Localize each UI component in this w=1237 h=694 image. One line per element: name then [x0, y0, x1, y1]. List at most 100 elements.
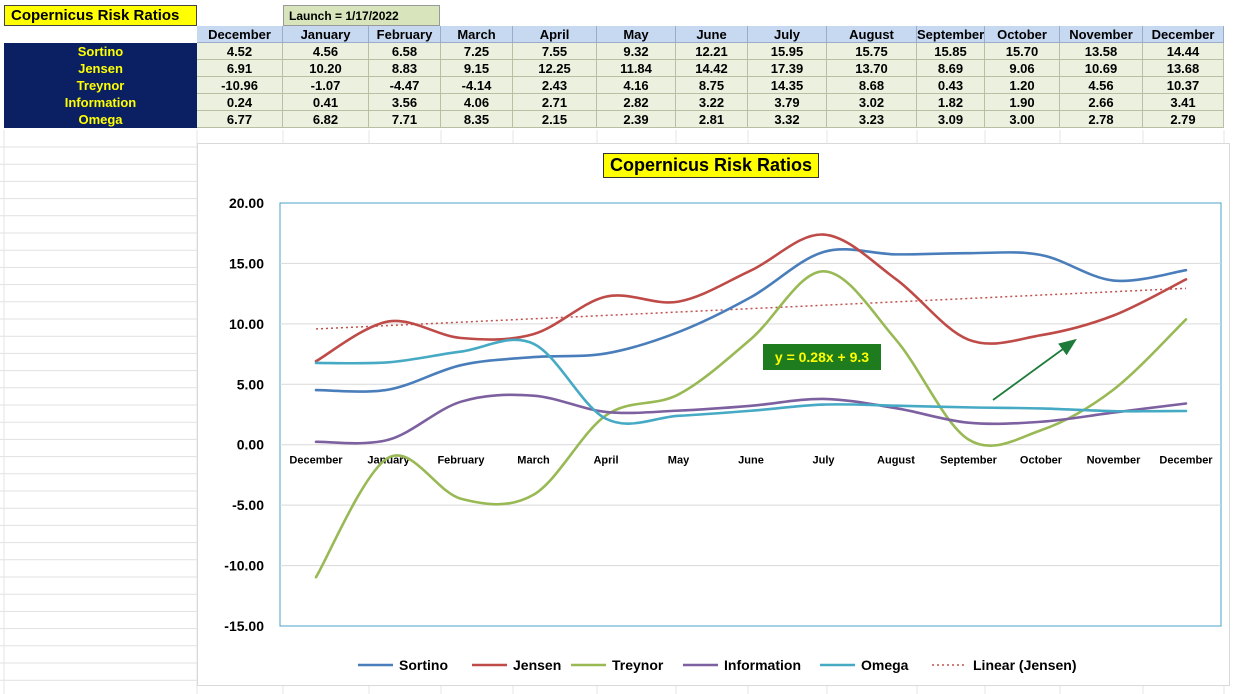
x-tick-label: August — [877, 455, 915, 467]
table-cell[interactable]: 12.25 — [513, 60, 597, 77]
table-cell[interactable]: 9.32 — [597, 43, 676, 60]
launch-date[interactable]: Launch = 1/17/2022 — [283, 5, 440, 26]
table-cell[interactable]: 0.43 — [917, 77, 985, 94]
table-cell[interactable]: 3.79 — [748, 94, 827, 111]
table-cell[interactable]: 15.75 — [827, 43, 917, 60]
table-cell[interactable]: -1.07 — [283, 77, 369, 94]
chart-panel[interactable]: 20.00 15.00 10.00 5.00 0.00 -5.00 -10.00 -15.00… — [197, 143, 1230, 686]
table-cell[interactable]: 10.69 — [1060, 60, 1143, 77]
table-cell[interactable]: 2.79 — [1143, 111, 1224, 128]
table-cell[interactable]: 10.20 — [283, 60, 369, 77]
table-cell[interactable]: 1.90 — [985, 94, 1060, 111]
table-cell[interactable]: 2.43 — [513, 77, 597, 94]
table-cell[interactable]: 15.85 — [917, 43, 985, 60]
table-cell[interactable]: 3.02 — [827, 94, 917, 111]
table-cell[interactable]: 9.06 — [985, 60, 1060, 77]
column-header-month[interactable]: December — [1143, 26, 1224, 43]
sheet-title[interactable]: Copernicus Risk Ratios — [4, 5, 197, 26]
table-cell[interactable]: 14.35 — [748, 77, 827, 94]
table-cell[interactable]: 3.41 — [1143, 94, 1224, 111]
column-header-month[interactable]: October — [985, 26, 1060, 43]
table-cell[interactable]: 4.56 — [283, 43, 369, 60]
table-cell[interactable]: 2.15 — [513, 111, 597, 128]
table-cell[interactable]: 9.15 — [441, 60, 513, 77]
column-header-month[interactable]: February — [369, 26, 441, 43]
x-tick-label: October — [1020, 455, 1063, 467]
table-cell[interactable]: 15.95 — [748, 43, 827, 60]
column-header-month[interactable]: March — [441, 26, 513, 43]
table-cell[interactable]: 4.06 — [441, 94, 513, 111]
legend-label: Sortino — [399, 657, 448, 673]
table-cell[interactable]: 2.82 — [597, 94, 676, 111]
column-header-month[interactable]: July — [748, 26, 827, 43]
column-header-month[interactable]: April — [513, 26, 597, 43]
table-cell[interactable]: 1.20 — [985, 77, 1060, 94]
table-cell[interactable]: 7.71 — [369, 111, 441, 128]
line-chart: 20.00 15.00 10.00 5.00 0.00 -5.00 -10.00 -15.00… — [224, 195, 1222, 673]
table-cell[interactable]: 14.42 — [676, 60, 748, 77]
table-cell[interactable]: 4.16 — [597, 77, 676, 94]
table-cell[interactable]: 4.56 — [1060, 77, 1143, 94]
table-cell[interactable]: 12.21 — [676, 43, 748, 60]
table-cell[interactable]: 0.41 — [283, 94, 369, 111]
y-tick-label: -5.00 — [232, 497, 264, 513]
table-cell[interactable]: 13.58 — [1060, 43, 1143, 60]
series-line-sortino — [314, 248, 1188, 393]
table-cell[interactable]: 3.56 — [369, 94, 441, 111]
table-cell[interactable]: 14.44 — [1143, 43, 1224, 60]
table-cell[interactable]: 3.00 — [985, 111, 1060, 128]
table-cell[interactable]: 15.70 — [985, 43, 1060, 60]
table-cell[interactable]: 11.84 — [597, 60, 676, 77]
table-cell[interactable]: 13.70 — [827, 60, 917, 77]
table-cell[interactable]: 1.82 — [917, 94, 985, 111]
table-cell[interactable]: 8.68 — [827, 77, 917, 94]
table-cell[interactable]: 2.39 — [597, 111, 676, 128]
column-header-month[interactable]: May — [597, 26, 676, 43]
table-cell[interactable]: 2.71 — [513, 94, 597, 111]
legend-label: Information — [724, 657, 801, 673]
x-tick-label: July — [812, 455, 835, 467]
table-cell[interactable]: -4.14 — [441, 77, 513, 94]
table-cell[interactable]: 6.82 — [283, 111, 369, 128]
table-cell[interactable]: 3.23 — [827, 111, 917, 128]
column-header-month[interactable]: September — [917, 26, 985, 43]
column-header-month[interactable]: December — [197, 26, 283, 43]
row-label-jensen[interactable]: Jensen — [4, 60, 197, 77]
table-cell[interactable]: 3.22 — [676, 94, 748, 111]
table-cell[interactable]: 8.69 — [917, 60, 985, 77]
legend-label: Linear (Jensen) — [973, 657, 1076, 673]
column-header-month[interactable]: June — [676, 26, 748, 43]
column-header-month[interactable]: November — [1060, 26, 1143, 43]
table-cell[interactable]: 3.32 — [748, 111, 827, 128]
table-cell[interactable]: 10.37 — [1143, 77, 1224, 94]
series-line-information — [314, 393, 1188, 445]
table-cell[interactable]: 8.75 — [676, 77, 748, 94]
table-cell[interactable]: -4.47 — [369, 77, 441, 94]
trendline-equation: y = 0.28x + 9.3 — [775, 349, 869, 365]
table-cell[interactable]: 2.81 — [676, 111, 748, 128]
table-cell[interactable]: -10.96 — [197, 77, 283, 94]
row-label-information[interactable]: Information — [4, 94, 197, 111]
row-label-sortino[interactable]: Sortino — [4, 43, 197, 60]
table-cell[interactable]: 0.24 — [197, 94, 283, 111]
table-cell[interactable]: 8.83 — [369, 60, 441, 77]
table-cell[interactable]: 8.35 — [441, 111, 513, 128]
table-cell[interactable]: 3.09 — [917, 111, 985, 128]
table-cell[interactable]: 7.25 — [441, 43, 513, 60]
table-cell[interactable]: 2.78 — [1060, 111, 1143, 128]
table-cell[interactable]: 6.91 — [197, 60, 283, 77]
table-cell[interactable]: 7.55 — [513, 43, 597, 60]
table-cell[interactable]: 13.68 — [1143, 60, 1224, 77]
row-label-treynor[interactable]: Treynor — [4, 77, 197, 94]
table-cell[interactable]: 4.52 — [197, 43, 283, 60]
table-cell[interactable]: 6.58 — [369, 43, 441, 60]
row-label-omega[interactable]: Omega — [4, 111, 197, 128]
y-tick-label: 0.00 — [237, 437, 264, 453]
table-cell[interactable]: 6.77 — [197, 111, 283, 128]
table-cell[interactable]: 2.66 — [1060, 94, 1143, 111]
y-tick-label: 15.00 — [229, 255, 264, 271]
x-tick-label: December — [1159, 455, 1213, 467]
column-header-month[interactable]: January — [283, 26, 369, 43]
table-cell[interactable]: 17.39 — [748, 60, 827, 77]
column-header-month[interactable]: August — [827, 26, 917, 43]
